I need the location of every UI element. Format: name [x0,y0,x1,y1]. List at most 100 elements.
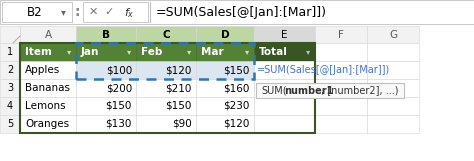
Bar [2,2,72,22]
Text: 4: 4 [7,101,13,111]
Text: Jan: Jan [81,47,100,57]
Bar [0,97,20,115]
Bar [367,79,419,97]
Bar [76,97,136,115]
Bar [367,61,419,79]
Bar [0,115,20,133]
Text: Item: Item [25,47,52,57]
Text: D: D [221,29,229,39]
Bar [254,97,315,115]
Bar [315,97,367,115]
Bar [315,79,367,97]
Text: 1: 1 [7,47,13,57]
Bar [20,26,76,43]
Bar [196,43,254,61]
Bar [254,61,315,79]
Text: E: E [281,29,288,39]
Bar [76,43,136,61]
Bar [256,83,404,98]
Text: B2: B2 [27,5,43,19]
Bar [76,26,136,43]
Bar [254,79,315,97]
Bar [254,97,315,115]
Bar [76,79,136,97]
Text: Total: Total [259,47,288,57]
Bar [367,43,419,61]
Bar [136,79,196,97]
Bar [0,0,474,24]
Text: $150: $150 [165,101,192,111]
Bar [254,115,315,133]
Text: A: A [45,29,52,39]
Bar [76,61,136,79]
Bar [254,61,315,79]
Bar [254,26,315,43]
Bar [83,2,148,22]
Text: ▾: ▾ [127,47,131,57]
Text: $150: $150 [224,65,250,75]
Text: Apples: Apples [25,65,60,75]
Bar [0,61,20,79]
Text: , [number2], ...): , [number2], ...) [321,85,399,95]
Bar [367,26,419,43]
Bar [136,26,196,43]
Text: Bananas: Bananas [25,83,70,93]
Bar [76,115,136,133]
Text: 5: 5 [7,119,13,129]
Bar [136,61,196,79]
Text: ▾: ▾ [187,47,191,57]
Text: ▾: ▾ [67,47,71,57]
Text: Oranges: Oranges [25,119,69,129]
Text: ▾: ▾ [306,47,310,57]
Text: G: G [389,29,397,39]
Text: SUM(: SUM( [261,85,287,95]
Text: Lemons: Lemons [25,101,65,111]
Bar [20,97,76,115]
Bar [315,61,367,79]
Text: C: C [162,29,170,39]
Bar [196,115,254,133]
Bar [196,26,254,43]
Text: $200: $200 [106,83,132,93]
Bar [367,115,419,133]
Bar [254,115,315,133]
Text: $f_x$: $f_x$ [124,6,134,20]
Bar [136,43,196,61]
Text: B: B [102,29,110,39]
Bar [254,43,315,61]
Bar [254,79,315,97]
Text: ✓: ✓ [104,7,114,17]
Bar [136,97,196,115]
Text: Mar: Mar [201,47,224,57]
Bar [315,115,367,133]
Text: $230: $230 [224,101,250,111]
Bar [196,79,254,97]
Bar [196,97,254,115]
Bar [20,115,76,133]
Bar [20,43,76,61]
Text: =SUM(Sales[@[Jan]:[Mar]]): =SUM(Sales[@[Jan]:[Mar]]) [156,5,327,19]
Text: 3: 3 [7,83,13,93]
Text: ▾: ▾ [61,7,65,17]
Bar [367,97,419,115]
Bar [20,43,315,133]
Text: Feb: Feb [141,47,163,57]
Bar [0,43,20,61]
Bar [76,43,254,79]
Text: $210: $210 [165,83,192,93]
Bar [20,79,76,97]
Bar [196,61,254,79]
Text: number1: number1 [284,85,333,95]
Text: ✕: ✕ [88,7,98,17]
Text: F: F [338,29,344,39]
Bar [20,61,76,79]
Text: :: : [74,5,80,19]
Text: $150: $150 [106,101,132,111]
Text: =SUM(Sales[@[Jan]:[Mar]]): =SUM(Sales[@[Jan]:[Mar]]) [257,65,390,75]
Bar [0,26,20,43]
Text: $90: $90 [172,119,192,129]
Text: 2: 2 [7,65,13,75]
Bar [315,43,367,61]
Text: $100: $100 [106,65,132,75]
Bar [315,26,367,43]
